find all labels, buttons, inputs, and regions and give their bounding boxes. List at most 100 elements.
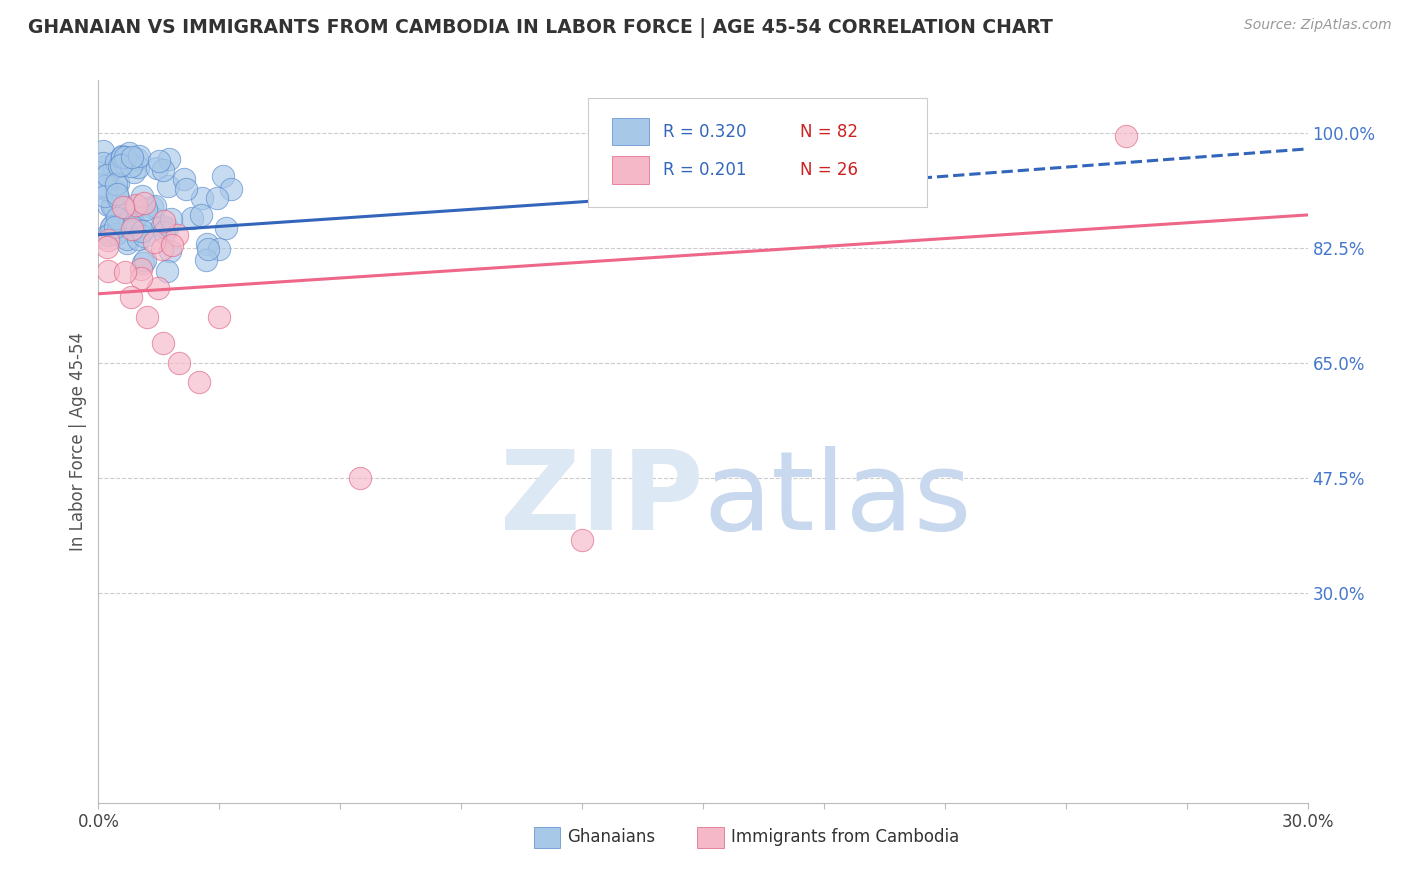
Point xyxy=(128,149,150,163)
Point xyxy=(122,224,145,238)
Point xyxy=(129,262,152,277)
Point xyxy=(115,232,138,246)
Point xyxy=(94,168,117,182)
Point xyxy=(104,155,127,169)
Point xyxy=(118,213,141,227)
Point xyxy=(132,256,155,270)
Point xyxy=(197,242,219,256)
Bar xyxy=(613,118,648,145)
Point xyxy=(96,240,118,254)
Point xyxy=(97,233,120,247)
Text: R = 0.320: R = 0.320 xyxy=(664,122,747,141)
Point xyxy=(157,152,180,166)
Point xyxy=(127,153,149,167)
Point xyxy=(208,310,231,324)
Point xyxy=(127,160,149,174)
Point xyxy=(134,253,156,268)
Point xyxy=(100,220,122,235)
Point xyxy=(148,153,170,168)
Point xyxy=(105,178,128,192)
Text: Source: ZipAtlas.com: Source: ZipAtlas.com xyxy=(1244,18,1392,32)
Point xyxy=(97,198,120,212)
Point xyxy=(156,178,179,193)
Point xyxy=(167,356,190,370)
Point xyxy=(832,129,855,144)
Point xyxy=(98,227,121,242)
Point xyxy=(142,211,165,225)
Y-axis label: In Labor Force | Age 45-54: In Labor Force | Age 45-54 xyxy=(69,332,87,551)
Point xyxy=(135,202,157,216)
Bar xyxy=(697,828,724,847)
Point xyxy=(156,221,179,235)
Point xyxy=(110,158,132,172)
Point xyxy=(207,242,229,256)
Bar xyxy=(534,828,561,847)
Point xyxy=(214,220,236,235)
Point xyxy=(160,238,183,252)
Point xyxy=(188,376,211,390)
Point xyxy=(118,211,141,225)
Point xyxy=(118,146,141,161)
Point xyxy=(153,226,176,240)
Point xyxy=(219,181,242,195)
Text: R = 0.201: R = 0.201 xyxy=(664,161,747,179)
Text: GHANAIAN VS IMMIGRANTS FROM CAMBODIA IN LABOR FORCE | AGE 45-54 CORRELATION CHAR: GHANAIAN VS IMMIGRANTS FROM CAMBODIA IN … xyxy=(28,18,1053,37)
Point xyxy=(146,161,169,175)
Point xyxy=(94,189,117,203)
Point xyxy=(143,235,166,250)
Point xyxy=(96,228,118,243)
Point xyxy=(101,199,124,213)
Point xyxy=(131,189,153,203)
Point xyxy=(129,271,152,285)
Point xyxy=(94,159,117,173)
Point xyxy=(103,161,125,175)
Point xyxy=(152,163,174,178)
Point xyxy=(125,199,148,213)
Point xyxy=(125,198,148,212)
Bar xyxy=(613,156,648,184)
Point xyxy=(101,219,124,234)
Point xyxy=(94,179,117,194)
Point xyxy=(143,199,166,213)
Point xyxy=(160,212,183,227)
Text: Ghanaians: Ghanaians xyxy=(568,829,655,847)
Point xyxy=(94,182,117,196)
Point xyxy=(104,220,127,235)
Point xyxy=(114,150,136,164)
Text: N = 82: N = 82 xyxy=(800,122,858,141)
FancyBboxPatch shape xyxy=(588,98,927,207)
Point xyxy=(571,533,593,547)
Point xyxy=(120,290,142,304)
Point xyxy=(110,149,132,163)
Point xyxy=(121,222,143,236)
Point xyxy=(107,211,129,225)
Point xyxy=(349,471,371,485)
Point xyxy=(96,168,118,182)
Point xyxy=(93,144,115,158)
Point xyxy=(146,281,169,295)
Point xyxy=(212,169,235,183)
Point xyxy=(111,150,134,164)
Point xyxy=(132,196,155,211)
Point xyxy=(108,219,131,234)
Point xyxy=(1115,129,1137,144)
Point xyxy=(122,217,145,231)
Point xyxy=(107,159,129,173)
Point xyxy=(150,219,173,234)
Point xyxy=(159,244,181,258)
Point xyxy=(190,191,212,205)
Point xyxy=(190,208,212,222)
Point xyxy=(91,156,114,170)
Point xyxy=(107,225,129,239)
Point xyxy=(112,218,135,232)
Point xyxy=(97,264,120,278)
Point xyxy=(105,185,128,199)
Point xyxy=(111,200,134,214)
Point xyxy=(107,191,129,205)
Point xyxy=(115,235,138,250)
Point xyxy=(122,164,145,178)
Point xyxy=(150,242,173,256)
Point xyxy=(132,229,155,244)
Point xyxy=(131,224,153,238)
Point xyxy=(153,214,176,228)
